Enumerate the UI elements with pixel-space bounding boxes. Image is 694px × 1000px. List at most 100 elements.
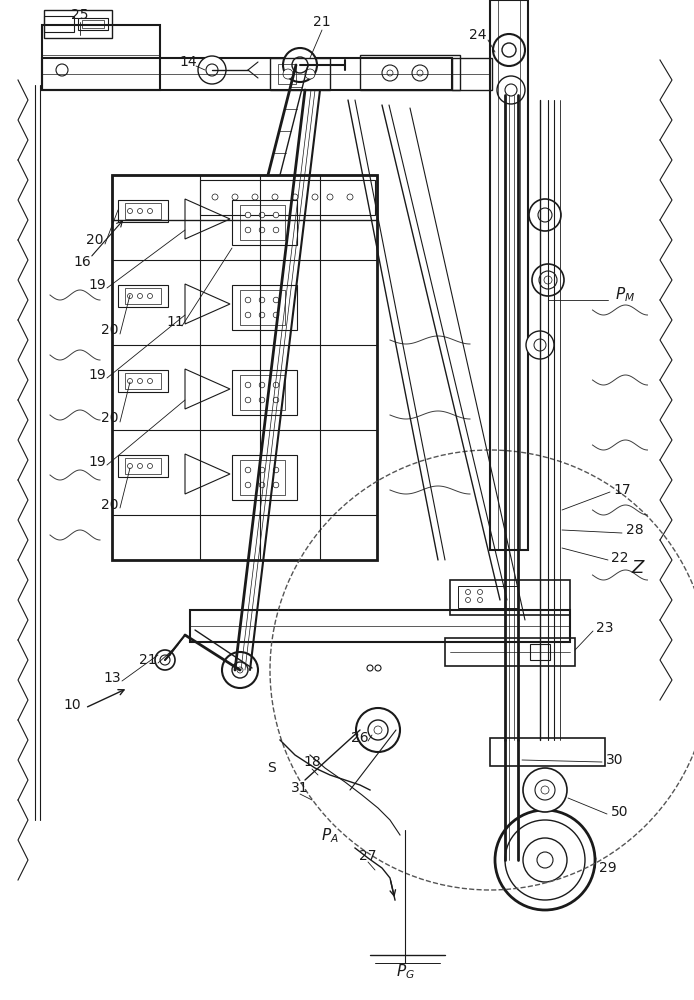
Circle shape — [245, 397, 251, 403]
Circle shape — [292, 194, 298, 200]
Circle shape — [273, 397, 279, 403]
Circle shape — [232, 662, 248, 678]
Circle shape — [56, 64, 68, 76]
Bar — [190, 610, 570, 642]
Text: 27: 27 — [359, 849, 377, 863]
Circle shape — [198, 56, 226, 84]
Circle shape — [273, 312, 279, 318]
Circle shape — [292, 57, 308, 73]
Bar — [42, 25, 160, 90]
Bar — [82, 20, 104, 28]
Circle shape — [477, 589, 482, 594]
Bar — [452, 58, 492, 90]
Circle shape — [128, 209, 133, 214]
Bar — [458, 586, 518, 608]
Bar — [118, 200, 168, 222]
Circle shape — [535, 780, 555, 800]
Circle shape — [387, 70, 393, 76]
Bar — [78, 18, 108, 30]
Bar — [530, 644, 550, 660]
Circle shape — [273, 212, 279, 218]
Circle shape — [137, 464, 142, 468]
Circle shape — [259, 382, 265, 388]
Text: $P_G$: $P_G$ — [396, 963, 414, 981]
Bar — [118, 455, 168, 477]
Text: 22: 22 — [611, 551, 629, 565]
Text: 19: 19 — [88, 368, 106, 382]
Bar — [44, 16, 74, 32]
Circle shape — [252, 194, 258, 200]
Bar — [490, 0, 528, 550]
Circle shape — [259, 312, 265, 318]
Circle shape — [532, 264, 564, 296]
Circle shape — [538, 208, 552, 222]
Circle shape — [128, 378, 133, 383]
Circle shape — [466, 589, 471, 594]
Bar — [118, 285, 168, 307]
Circle shape — [160, 655, 170, 665]
Circle shape — [539, 271, 557, 289]
Circle shape — [155, 650, 175, 670]
Bar — [232, 455, 297, 500]
Circle shape — [356, 708, 400, 752]
Circle shape — [206, 64, 218, 76]
Text: 23: 23 — [596, 621, 613, 635]
Circle shape — [347, 194, 353, 200]
Bar — [450, 580, 570, 615]
Circle shape — [537, 852, 553, 868]
Circle shape — [137, 209, 142, 214]
Circle shape — [417, 70, 423, 76]
Circle shape — [412, 65, 428, 81]
Circle shape — [212, 194, 218, 200]
Circle shape — [273, 227, 279, 233]
Text: 19: 19 — [88, 278, 106, 292]
Circle shape — [148, 378, 153, 383]
Text: 21: 21 — [313, 15, 331, 29]
Circle shape — [148, 209, 153, 214]
Circle shape — [502, 43, 516, 57]
Circle shape — [245, 227, 251, 233]
Circle shape — [222, 652, 258, 688]
Bar — [270, 58, 330, 90]
Circle shape — [245, 297, 251, 303]
Circle shape — [245, 312, 251, 318]
Circle shape — [259, 297, 265, 303]
Text: S: S — [268, 761, 276, 775]
Circle shape — [505, 84, 517, 96]
Text: 29: 29 — [599, 861, 617, 875]
Circle shape — [283, 48, 317, 82]
Circle shape — [272, 194, 278, 200]
Circle shape — [312, 194, 318, 200]
Bar — [125, 373, 161, 389]
Bar — [42, 58, 452, 90]
Circle shape — [245, 382, 251, 388]
Circle shape — [128, 294, 133, 298]
Circle shape — [259, 397, 265, 403]
Circle shape — [259, 482, 265, 488]
Circle shape — [382, 65, 398, 81]
Text: 24: 24 — [469, 28, 486, 42]
Bar — [240, 290, 285, 325]
Circle shape — [305, 69, 315, 79]
Bar — [112, 175, 377, 560]
Text: 18: 18 — [303, 755, 321, 769]
Bar — [232, 200, 297, 245]
Circle shape — [505, 820, 585, 900]
Circle shape — [237, 667, 243, 673]
Circle shape — [245, 467, 251, 473]
Text: 13: 13 — [103, 671, 121, 685]
Bar — [278, 64, 296, 84]
Circle shape — [245, 212, 251, 218]
Bar — [44, 10, 112, 38]
Circle shape — [259, 212, 265, 218]
Bar — [232, 285, 297, 330]
Bar — [125, 203, 161, 219]
Text: $P_A$: $P_A$ — [321, 827, 339, 845]
Circle shape — [541, 786, 549, 794]
Bar — [232, 370, 297, 415]
Circle shape — [283, 69, 293, 79]
Bar — [240, 375, 285, 410]
Circle shape — [232, 194, 238, 200]
Circle shape — [544, 276, 552, 284]
Text: 26: 26 — [351, 731, 369, 745]
